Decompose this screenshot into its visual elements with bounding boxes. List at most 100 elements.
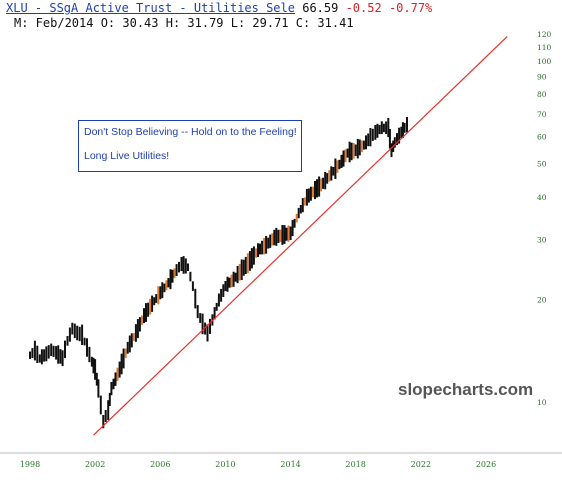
price-bar — [240, 259, 243, 280]
price-bar — [171, 269, 174, 283]
price-bar — [86, 338, 88, 357]
price-bar — [191, 281, 194, 291]
price-bar — [232, 271, 235, 287]
price-bar — [265, 236, 268, 254]
price-bar — [365, 135, 367, 150]
price-bar — [97, 379, 100, 398]
price-bar — [108, 392, 111, 406]
price-bar — [165, 280, 168, 291]
price-bar — [81, 324, 84, 345]
annotation-box[interactable]: Don't Stop Believing -- Hold on to the F… — [78, 120, 302, 172]
price-bar — [354, 144, 357, 156]
price-bar — [118, 361, 121, 378]
price-bar — [398, 127, 401, 144]
price-bar — [295, 213, 298, 223]
price-bar — [78, 326, 81, 342]
price-bar — [277, 229, 280, 243]
price-bar — [132, 333, 135, 341]
price-bar — [358, 139, 361, 156]
price-bar — [259, 243, 261, 255]
price-bar — [29, 351, 31, 359]
price-bar — [263, 238, 266, 255]
last-price: 66.59 — [302, 1, 339, 15]
price-bar — [204, 322, 207, 335]
price-bar — [222, 284, 225, 297]
price-bar — [76, 325, 79, 341]
price-bar — [36, 345, 39, 363]
price-bar — [90, 356, 93, 367]
price-bar — [336, 160, 339, 173]
price-bar — [122, 348, 125, 369]
price-bar — [385, 121, 388, 134]
price-bar — [151, 295, 154, 312]
price-bar — [120, 353, 123, 375]
price-bar — [68, 327, 71, 342]
price-bar — [114, 372, 117, 386]
price-bar — [342, 150, 345, 167]
price-bar — [338, 159, 341, 170]
price-bar — [252, 246, 255, 265]
price-bar — [104, 410, 107, 422]
watermark: slopecharts.com — [398, 380, 534, 399]
price-bar — [380, 121, 383, 135]
price-bar — [367, 133, 370, 147]
price-bar — [206, 324, 209, 342]
price-bar — [124, 348, 127, 359]
price-bar — [71, 322, 74, 335]
price-bar — [283, 225, 286, 244]
price-bar — [102, 415, 105, 429]
price-bar — [236, 266, 239, 284]
price-bar — [175, 264, 178, 276]
annotation-line-2: Long Live Utilities! — [84, 150, 170, 162]
price-bar — [110, 382, 113, 396]
price-bar — [163, 283, 166, 293]
price-bar — [213, 307, 216, 320]
trendline[interactable] — [93, 36, 508, 436]
price-bar — [40, 349, 43, 365]
price-bar — [126, 341, 129, 354]
x-tick-label-2022: 2022 — [411, 460, 431, 469]
price-bar — [155, 294, 158, 303]
y-tick-label-60: 60 — [537, 133, 547, 142]
price-bar — [271, 233, 274, 246]
symbol-title-link[interactable]: XLU - SSgA Active Trust - Utilities Sele — [6, 1, 295, 15]
price-bar — [332, 167, 335, 176]
x-tick-label-2026: 2026 — [476, 460, 496, 469]
price-bar — [136, 319, 139, 339]
price-bar — [153, 297, 156, 306]
price-bar — [403, 123, 406, 133]
price-bar — [224, 281, 227, 292]
price-bar — [134, 324, 137, 342]
x-tick-label-2014: 2014 — [280, 460, 300, 469]
price-bar — [138, 317, 141, 332]
price-bar — [94, 359, 97, 380]
price-bar — [390, 143, 393, 158]
price-bar — [356, 138, 359, 159]
price-bar — [95, 372, 98, 386]
price-bar — [194, 288, 197, 309]
price-bar — [406, 117, 408, 133]
price-bar — [189, 271, 192, 282]
price-bar — [340, 154, 343, 168]
price-bar — [61, 350, 64, 367]
price-bar — [316, 179, 318, 198]
x-tick-label-2010: 2010 — [215, 460, 235, 469]
price-bar — [360, 140, 363, 153]
price-bar — [141, 315, 143, 325]
price-bar — [157, 286, 160, 305]
price-change-percent: -0.77% — [388, 1, 433, 15]
price-bar — [167, 278, 170, 288]
price-bar — [244, 256, 247, 274]
price-bar — [299, 205, 302, 214]
price-bar — [209, 318, 211, 334]
price-bar — [387, 118, 390, 138]
price-bar — [393, 137, 396, 148]
price-bar — [312, 186, 314, 198]
y-tick-label-70: 70 — [537, 110, 547, 119]
price-bar — [352, 143, 355, 159]
price-bar — [57, 345, 60, 364]
price-bar — [267, 237, 270, 249]
price-bar — [47, 345, 50, 359]
price-bar — [238, 263, 241, 281]
